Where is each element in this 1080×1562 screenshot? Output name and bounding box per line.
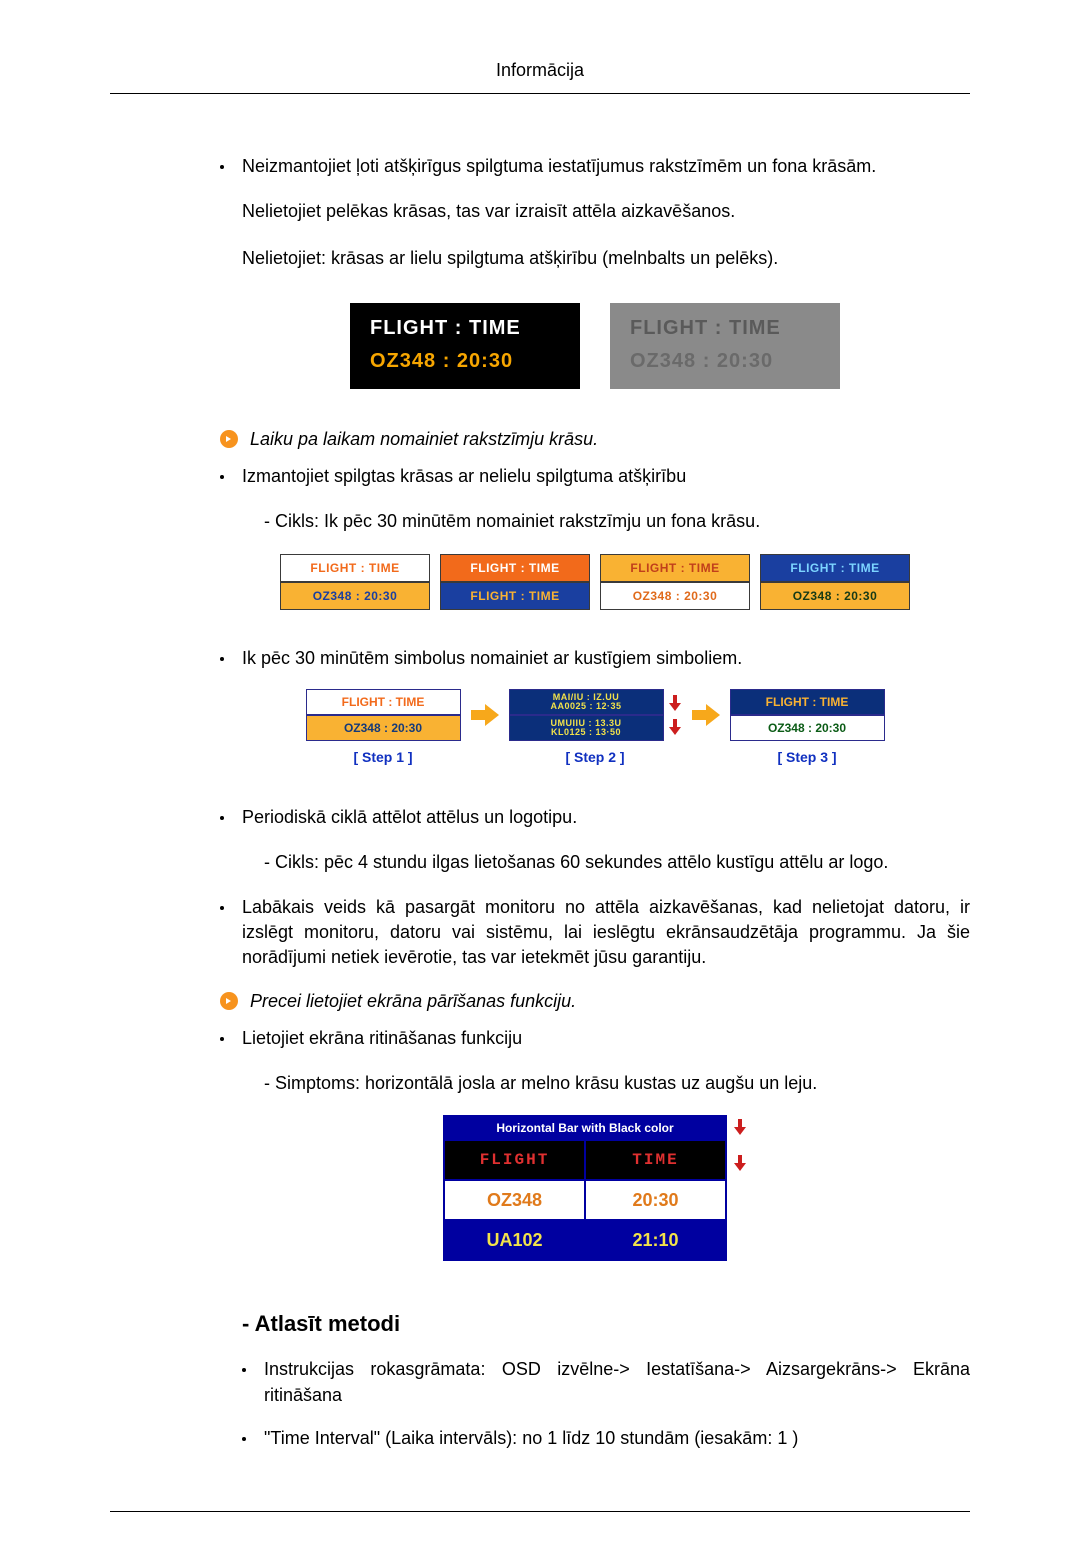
bullet-intro: Neizmantojiet ļoti atšķirīgus spilgtuma … (220, 154, 970, 179)
step-label: [ Step 3 ] (777, 749, 836, 765)
bullet-dot-icon (220, 816, 224, 820)
down-arrow-icon (668, 719, 682, 735)
scroll-table-row: FLIGHTTIME (445, 1139, 725, 1179)
bullet-colors: Izmantojiet spilgtas krāsas ar nelielu s… (220, 464, 970, 489)
step-label: [ Step 1 ] (353, 749, 412, 765)
tip-2-text: Precei lietojiet ekrāna pārīšanas funkci… (250, 991, 576, 1012)
tip-row-1: Laiku pa laikam nomainiet rakstzīmju krā… (220, 429, 970, 450)
scroll-table-cell: FLIGHT (445, 1141, 586, 1179)
right-arrow-icon (471, 703, 499, 727)
step-card: FLIGHT : TIMEOZ348 : 20:30 (730, 689, 885, 741)
card-top: FLIGHT : TIME (440, 554, 590, 582)
bullet-scroll: Lietojiet ekrāna ritināšanas funkciju (220, 1026, 970, 1051)
bullet-dot-icon (220, 906, 224, 910)
figure-scroll-table: Horizontal Bar with Black color FLIGHTTI… (220, 1115, 970, 1261)
method-bullet-1: Instrukcijas rokasgrāmata: OSD izvēlne->… (242, 1357, 970, 1407)
content-area: Neizmantojiet ļoti atšķirīgus spilgtuma … (220, 154, 970, 1451)
bullet-periodic-text: Periodiskā ciklā attēlot attēlus un logo… (242, 805, 970, 830)
method-bullet-2: "Time Interval" (Laika intervāls): no 1 … (242, 1426, 970, 1451)
color-variant-card: FLIGHT : TIMEOZ348 : 20:30 (600, 554, 750, 610)
section6-sub: - Simptoms: horizontālā josla ar melno k… (264, 1069, 970, 1098)
scroll-table: Horizontal Bar with Black color FLIGHTTI… (443, 1115, 727, 1261)
arrow-circle-icon (220, 992, 238, 1010)
panel-grey: FLIGHT : TIME OZ348 : 20:30 (610, 303, 840, 389)
step-card-top: FLIGHT : TIME (730, 689, 885, 715)
bullet-symbols: Ik pēc 30 minūtēm simbolus nomainiet ar … (220, 646, 970, 671)
section4-sub: - Cikls: pēc 4 stundu ilgas lietošanas 6… (264, 848, 970, 877)
panel-dark: FLIGHT : TIME OZ348 : 20:30 (350, 303, 580, 389)
page-title: Informācija (496, 60, 584, 80)
intro-line3: Nelietojiet: krāsas ar lielu spilgtuma a… (242, 244, 970, 273)
down-arrow-icon (733, 1119, 747, 1135)
step-arrow (471, 689, 499, 732)
bullet-dot-icon (242, 1368, 246, 1372)
bullet-dot-icon (220, 475, 224, 479)
bullet-intro-text: Neizmantojiet ļoti atšķirīgus spilgtuma … (242, 154, 970, 179)
color-variant-card: FLIGHT : TIMEFLIGHT : TIME (440, 554, 590, 610)
bullet-periodic: Periodiskā ciklā attēlot attēlus un logo… (220, 805, 970, 830)
method-bullet-2-text: "Time Interval" (Laika intervāls): no 1 … (264, 1426, 970, 1451)
step-block: FLIGHT : TIMEOZ348 : 20:30 [ Step 3 ] (730, 689, 885, 765)
bullet-dot-icon (220, 165, 224, 169)
right-arrow-icon (692, 703, 720, 727)
step-card-top: FLIGHT : TIME (306, 689, 461, 715)
card-bottom: OZ348 : 20:30 (760, 582, 910, 610)
scroll-down-arrows (733, 1115, 747, 1261)
tip-1-text: Laiku pa laikam nomainiet rakstzīmju krā… (250, 429, 598, 450)
down-arrow-icon (733, 1155, 747, 1171)
bullet-colors-text: Izmantojiet spilgtas krāsas ar nelielu s… (242, 464, 970, 489)
step-card-bottom: OZ348 : 20:30 (306, 715, 461, 741)
down-arrow-icon (668, 695, 682, 711)
page-header: Informācija (110, 60, 970, 94)
card-bottom: FLIGHT : TIME (440, 582, 590, 610)
bullet-symbols-text: Ik pēc 30 minūtēm simbolus nomainiet ar … (242, 646, 970, 671)
card-bottom: OZ348 : 20:30 (600, 582, 750, 610)
step-card: MAI/IU : IZ.UUAA0025 : 12·35UMUIIU : 13.… (509, 689, 664, 741)
bullet-dot-icon (242, 1437, 246, 1441)
scroll-table-cell: TIME (586, 1141, 725, 1179)
step-card: FLIGHT : TIMEOZ348 : 20:30 (306, 689, 461, 741)
figure-steps: FLIGHT : TIMEOZ348 : 20:30[ Step 1 ]MAI/… (220, 689, 970, 765)
card-top: FLIGHT : TIME (760, 554, 910, 582)
step-card-top-blurred: MAI/IU : IZ.UUAA0025 : 12·35 (509, 689, 664, 715)
step-block: MAI/IU : IZ.UUAA0025 : 12·35UMUIIU : 13.… (509, 689, 682, 765)
panel-grey-row2: OZ348 : 20:30 (630, 350, 820, 373)
color-variant-card: FLIGHT : TIMEOZ348 : 20:30 (760, 554, 910, 610)
section2-sub: - Cikls: Ik pēc 30 minūtēm nomainiet rak… (264, 507, 970, 536)
color-variant-card: FLIGHT : TIMEOZ348 : 20:30 (280, 554, 430, 610)
step-arrow (692, 689, 720, 732)
figure-color-variants: FLIGHT : TIMEOZ348 : 20:30FLIGHT : TIMEF… (220, 554, 970, 610)
bullet-scroll-text: Lietojiet ekrāna ritināšanas funkciju (242, 1026, 970, 1051)
method-title: - Atlasīt metodi (242, 1311, 970, 1337)
tip-row-2: Precei lietojiet ekrāna pārīšanas funkci… (220, 991, 970, 1012)
scroll-table-cell: 20:30 (586, 1181, 725, 1219)
step-card-bottom: OZ348 : 20:30 (730, 715, 885, 741)
bullet-warranty-text: Labākais veids kā pasargāt monitoru no a… (242, 895, 970, 971)
panel-grey-row1: FLIGHT : TIME (630, 317, 820, 340)
panel-dark-row2: OZ348 : 20:30 (370, 350, 560, 373)
step-card-bottom-blurred: UMUIIU : 13.3UKL0125 : 13·50 (509, 715, 664, 741)
bullet-dot-icon (220, 1037, 224, 1041)
intro-line2: Nelietojiet pelēkas krāsas, tas var izra… (242, 197, 970, 226)
card-top: FLIGHT : TIME (600, 554, 750, 582)
bullet-warranty: Labākais veids kā pasargāt monitoru no a… (220, 895, 970, 971)
card-top: FLIGHT : TIME (280, 554, 430, 582)
scroll-table-header: Horizontal Bar with Black color (445, 1117, 725, 1139)
arrow-circle-icon (220, 430, 238, 448)
card-bottom: OZ348 : 20:30 (280, 582, 430, 610)
panel-dark-row1: FLIGHT : TIME (370, 317, 560, 340)
scroll-table-row: UA10221:10 (445, 1219, 725, 1259)
bullet-dot-icon (220, 657, 224, 661)
step-label: [ Step 2 ] (565, 749, 624, 765)
scroll-table-row: OZ34820:30 (445, 1179, 725, 1219)
figure-contrast-panels: FLIGHT : TIME OZ348 : 20:30 FLIGHT : TIM… (220, 303, 970, 389)
scroll-table-cell: 21:10 (586, 1221, 725, 1259)
method-bullet-1-text: Instrukcijas rokasgrāmata: OSD izvēlne->… (264, 1357, 970, 1407)
page: Informācija Neizmantojiet ļoti atšķirīgu… (0, 0, 1080, 1562)
scroll-table-cell: OZ348 (445, 1181, 586, 1219)
scroll-table-cell: UA102 (445, 1221, 586, 1259)
footer-divider (110, 1511, 970, 1512)
step-down-arrows (668, 695, 682, 735)
step-block: FLIGHT : TIMEOZ348 : 20:30 [ Step 1 ] (306, 689, 461, 765)
